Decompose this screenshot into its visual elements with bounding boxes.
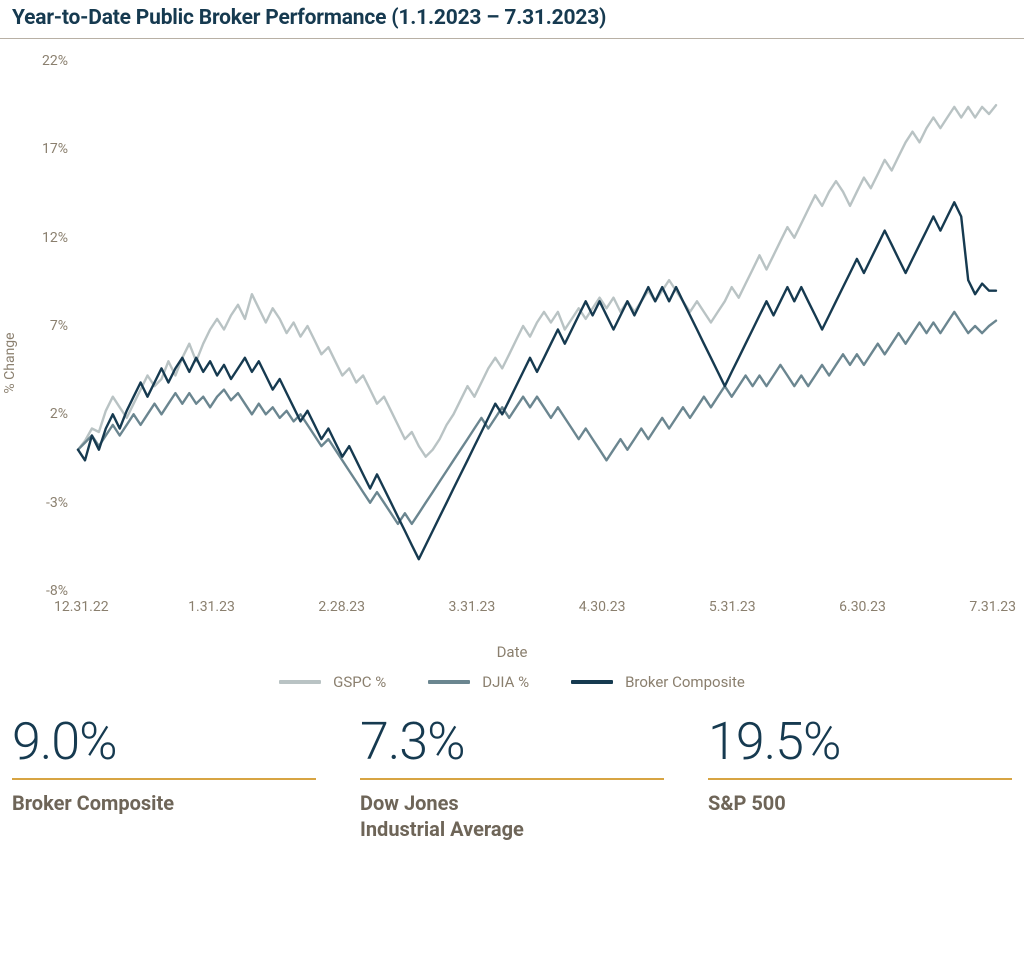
y-tick-label: 22%: [34, 53, 68, 69]
legend-swatch: [279, 680, 321, 684]
x-tick-label: 2.28.23: [318, 599, 365, 615]
legend-item: DJIA %: [428, 673, 529, 691]
line-chart: % Change -8%-3%2%7%12%17%22% 12.31.221.3…: [12, 43, 1012, 683]
legend-swatch: [571, 680, 613, 684]
legend-item: GSPC %: [279, 673, 386, 691]
y-tick-label: -3%: [34, 495, 68, 511]
stat-label: Dow JonesIndustrial Average: [360, 790, 664, 842]
legend-swatch: [428, 680, 470, 684]
y-axis-label: % Change: [2, 332, 18, 393]
stat-value: 9.0%: [12, 711, 316, 780]
y-tick-label: 17%: [34, 141, 68, 157]
stat-card: 9.0% Broker Composite: [12, 711, 316, 842]
y-tick-label: -8%: [34, 583, 68, 599]
y-tick-label: 2%: [34, 406, 68, 422]
stat-label: Broker Composite: [12, 790, 316, 816]
stat-label: S&P 500: [708, 790, 1012, 816]
x-tick-label: 3.31.23: [449, 599, 496, 615]
stat-card: 7.3% Dow JonesIndustrial Average: [360, 711, 664, 842]
title-bar: Year-to-Date Public Broker Performance (…: [0, 0, 1024, 39]
x-tick-label: 5.31.23: [709, 599, 756, 615]
series-broker-composite: [78, 202, 996, 559]
stat-value: 19.5%: [708, 711, 1012, 780]
plot-area: -8%-3%2%7%12%17%22% 12.31.221.31.232.28.…: [72, 61, 1002, 591]
y-tick-label: 12%: [34, 230, 68, 246]
series-gspc-: [78, 105, 996, 457]
x-tick-label: 1.31.23: [188, 599, 235, 615]
legend-label: Broker Composite: [625, 673, 745, 691]
legend-label: DJIA %: [482, 673, 529, 691]
legend-label: GSPC %: [333, 673, 386, 691]
y-tick-label: 7%: [34, 318, 68, 334]
x-tick-label: 4.30.23: [579, 599, 626, 615]
chart-title: Year-to-Date Public Broker Performance (…: [12, 6, 1012, 30]
chart-legend: GSPC % DJIA % Broker Composite: [12, 673, 1012, 691]
x-axis-label: Date: [497, 643, 528, 661]
x-tick-label: 7.31.23: [969, 599, 1016, 615]
legend-item: Broker Composite: [571, 673, 745, 691]
stat-value: 7.3%: [360, 711, 664, 780]
chart-lines: [72, 61, 1002, 591]
x-tick-label: 12.31.22: [54, 599, 109, 615]
stat-card: 19.5% S&P 500: [708, 711, 1012, 842]
summary-stats: 9.0% Broker Composite 7.3% Dow JonesIndustr…: [0, 683, 1024, 842]
series-djia-: [78, 312, 996, 524]
x-tick-label: 6.30.23: [839, 599, 886, 615]
